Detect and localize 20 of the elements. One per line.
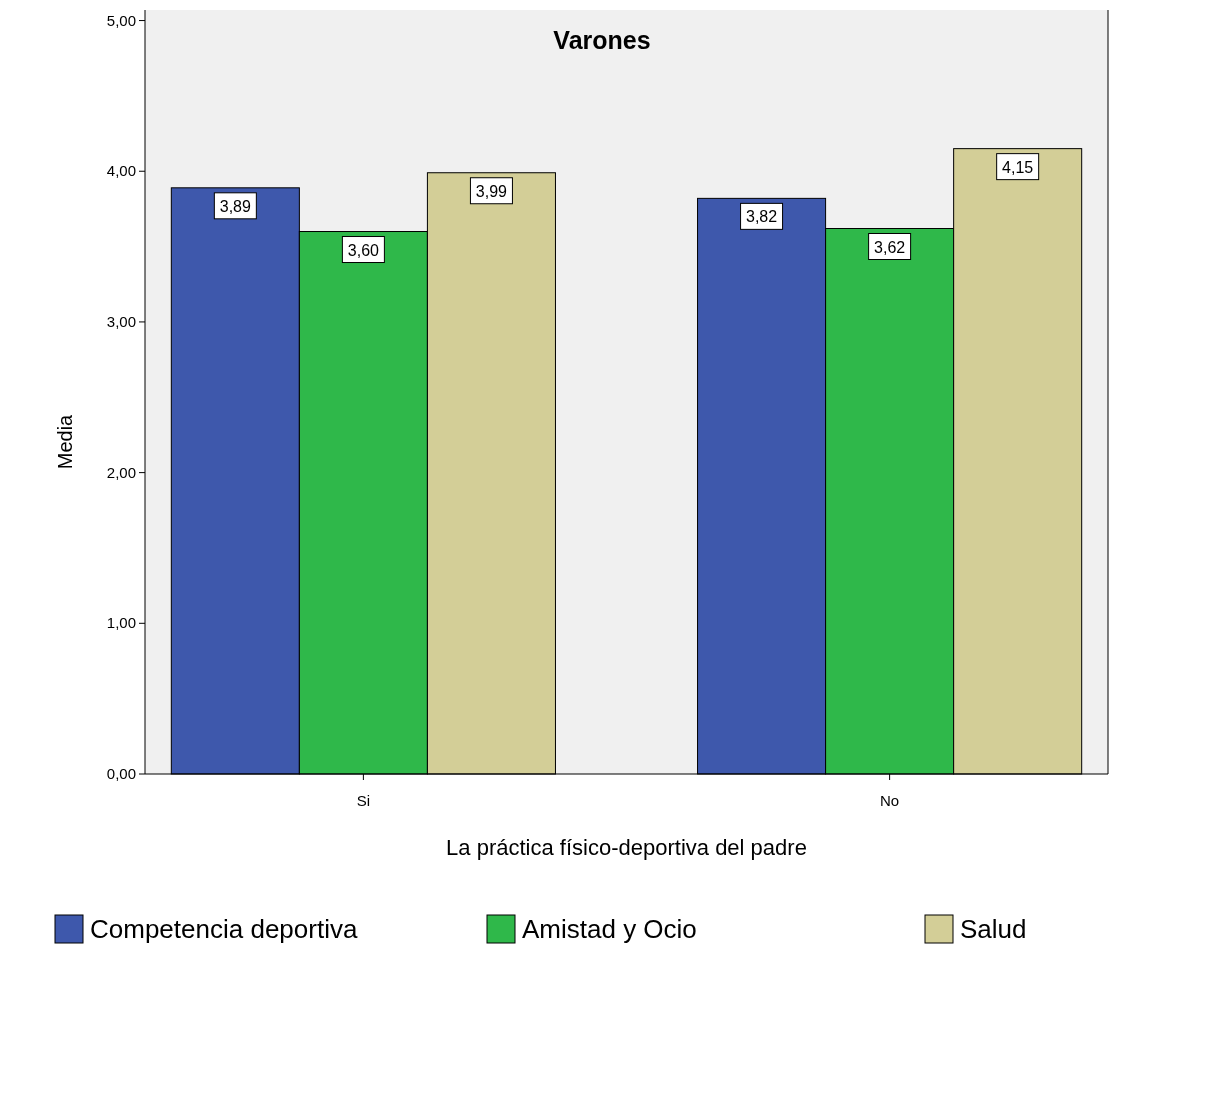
data-label: 3,82 [746, 208, 778, 226]
y-tick-label: 1,00 [106, 614, 136, 632]
x-axis-title: La práctica físico-deportiva del padre [446, 835, 807, 860]
y-tick-label: 2,00 [106, 463, 136, 481]
data-label: 3,60 [347, 241, 380, 259]
legend-label: Salud [960, 914, 1027, 944]
y-tick-label: 3,00 [106, 312, 136, 330]
data-label: 3,99 [475, 182, 508, 200]
y-tick-label: 0,00 [106, 765, 136, 782]
data-label: 3,89 [219, 197, 252, 215]
data-label: 3,62 [874, 238, 906, 256]
x-tick-label: No [880, 792, 900, 809]
x-tick-label: Si [356, 792, 371, 809]
y-tick-label: 5,00 [106, 11, 136, 29]
legend-label: Competencia deportiva [90, 914, 358, 944]
y-axis-title: Media [54, 413, 76, 470]
legend-label: Amistad y Ocio [522, 914, 697, 944]
y-tick-label: 4,00 [106, 162, 136, 180]
text: Varones [553, 26, 651, 54]
data-label: 4,15 [1002, 158, 1034, 176]
